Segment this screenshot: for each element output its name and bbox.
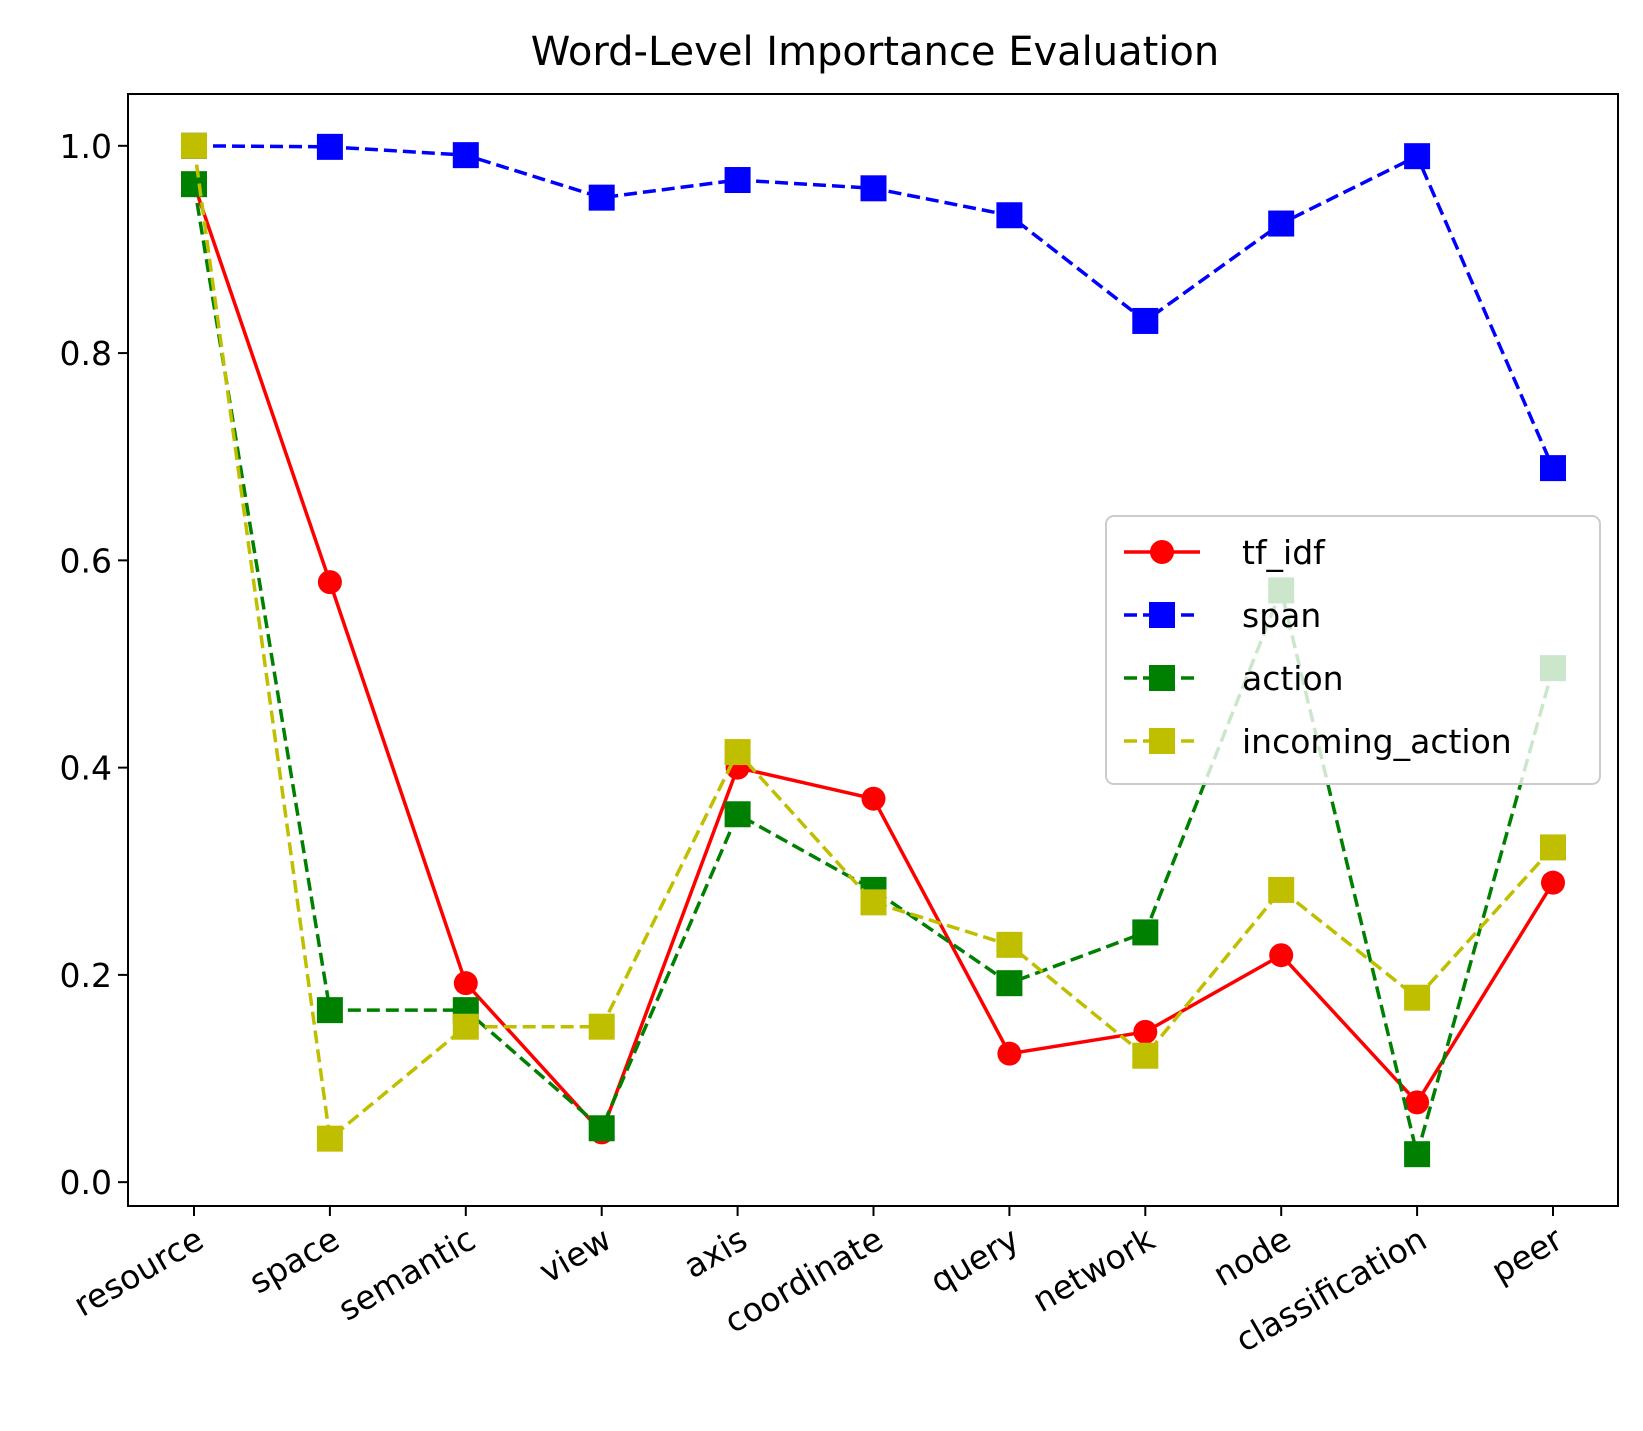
data-point-incoming-action <box>860 889 887 916</box>
legend-label-action: action <box>1242 659 1344 698</box>
data-point-incoming-action <box>1540 834 1566 861</box>
y-tick-label: 1.0 <box>60 127 112 166</box>
data-point-action <box>316 997 343 1024</box>
series-line-incoming-action <box>192 145 1555 1141</box>
data-point-span <box>588 184 615 211</box>
series-incoming-action <box>181 132 1566 1152</box>
legend-label-span: span <box>1242 596 1321 635</box>
data-point-span <box>996 202 1023 229</box>
data-point-action <box>724 801 751 828</box>
y-tick-label: 0.4 <box>60 749 112 788</box>
data-point-incoming-action <box>316 1125 343 1152</box>
data-point-incoming-action <box>181 132 207 159</box>
data-point-span <box>860 175 887 202</box>
data-point-incoming-action <box>588 1013 615 1040</box>
data-point-span <box>1268 210 1295 237</box>
legend-label-incoming-action: incoming_action <box>1242 722 1512 761</box>
legend-marker-tf-idf <box>1150 540 1174 564</box>
y-tick-label: 0.0 <box>60 1163 112 1202</box>
y-axis: 0.0 0.2 0.4 0.6 0.8 1.0 <box>60 127 128 1202</box>
data-point-tf-idf <box>997 1041 1022 1066</box>
data-point-span <box>316 133 343 160</box>
data-point-incoming-action <box>452 1013 479 1040</box>
data-point-action <box>1132 919 1159 946</box>
data-point-action <box>588 1115 615 1142</box>
y-tick-label: 0.2 <box>60 956 112 995</box>
y-tick-label: 0.8 <box>60 334 112 373</box>
data-point-incoming-action <box>1268 876 1295 903</box>
y-tick-label: 0.6 <box>60 541 112 580</box>
data-point-tf-idf <box>1269 943 1294 968</box>
legend-marker-span <box>1149 602 1175 628</box>
data-point-tf-idf <box>317 570 342 595</box>
data-point-tf-idf <box>861 786 886 811</box>
data-point-tf-idf <box>1541 870 1565 895</box>
data-point-incoming-action <box>996 931 1023 958</box>
data-point-action <box>996 970 1023 997</box>
data-point-tf-idf <box>453 971 478 996</box>
chart-title: Word-Level Importance Evaluation <box>531 29 1220 75</box>
data-point-span <box>1540 455 1566 482</box>
data-point-tf-idf <box>1405 1090 1430 1115</box>
data-point-tf-idf <box>1133 1019 1158 1044</box>
legend-marker-action <box>1149 665 1175 691</box>
legend-box <box>1105 515 1601 785</box>
series-layer <box>181 132 1566 1168</box>
legend-label-tf-idf: tf_idf <box>1242 533 1326 572</box>
data-point-incoming-action <box>1132 1042 1159 1069</box>
legend-marker-incoming-action <box>1149 728 1175 754</box>
data-point-incoming-action <box>724 739 751 766</box>
data-point-span <box>724 167 751 194</box>
data-point-span <box>1132 307 1159 334</box>
data-point-action <box>1404 1141 1431 1168</box>
data-point-incoming-action <box>1404 984 1431 1011</box>
data-point-span <box>1404 143 1431 170</box>
data-point-action <box>181 171 207 198</box>
data-point-span <box>452 142 479 169</box>
